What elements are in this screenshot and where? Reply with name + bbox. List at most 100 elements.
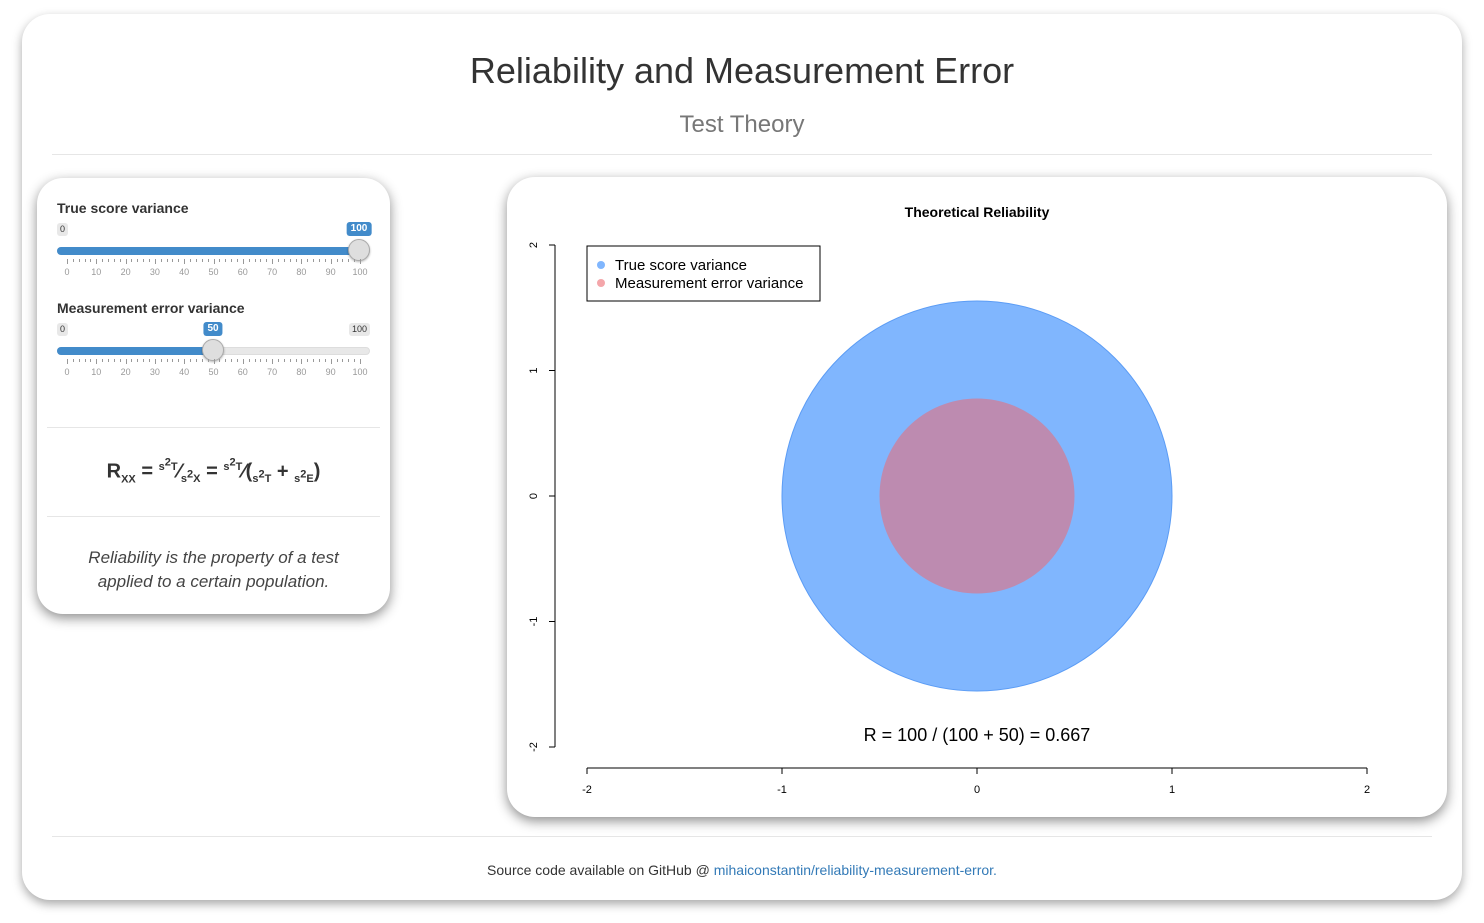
slider-tick <box>108 259 110 262</box>
slider-tick <box>190 259 192 262</box>
legend-box <box>586 245 821 302</box>
slider-tick <box>190 359 192 362</box>
slider-tick-label: 50 <box>208 367 219 377</box>
sidebar-panel: True score variance 0 100 0 10 20 30 40 50 60 7… <box>37 178 390 614</box>
slider-tick <box>301 359 303 364</box>
slider-tick <box>324 359 326 362</box>
slider-tick <box>149 259 151 262</box>
slider-tick <box>213 259 215 264</box>
slider-tick <box>277 259 279 262</box>
slider-ticks: 0 10 20 30 40 50 60 70 80 90 100 <box>64 259 368 279</box>
slider-tick <box>307 359 309 362</box>
slider-tick-label: 0 <box>64 367 70 377</box>
slider-tick-label: 60 <box>237 267 248 277</box>
slider-tick <box>301 259 303 264</box>
footer-text: Source code available on GitHub @ <box>487 862 714 878</box>
slider-tick <box>113 259 115 262</box>
slider-tick <box>295 359 297 362</box>
slider-tick <box>90 359 92 362</box>
slider-tick-label: 10 <box>91 367 102 377</box>
slider-tick <box>342 259 344 262</box>
measurement-error-label: Measurement error variance <box>57 300 245 316</box>
slider-tick <box>266 359 268 362</box>
slider-tick <box>272 359 274 364</box>
slider-tick <box>295 259 297 262</box>
slider-tick <box>354 359 356 362</box>
slider-tick <box>307 259 309 262</box>
slider-min-label: 0 <box>57 223 69 236</box>
slider-tick <box>78 259 80 262</box>
slider-tick-label: 100 <box>352 267 368 277</box>
slider-tick <box>254 259 256 262</box>
x-tick-label: 0 <box>974 784 980 796</box>
slider-tick <box>336 359 338 362</box>
page-subtitle: Test Theory <box>679 111 805 138</box>
slider-tick <box>231 259 233 262</box>
slider-tick <box>172 359 174 362</box>
divider-top <box>52 154 1432 155</box>
slider-tick-label: 100 <box>352 367 368 377</box>
slider-tick <box>289 359 291 362</box>
slider-tick <box>143 259 145 262</box>
slider-tick <box>266 259 268 262</box>
slider-tick <box>254 359 256 362</box>
slider-tick <box>78 359 80 362</box>
legend-marker <box>597 279 605 287</box>
error-circle <box>879 398 1075 594</box>
slider-tick <box>143 359 145 362</box>
slider-tick <box>119 359 121 362</box>
true-score-label: True score variance <box>57 200 189 216</box>
y-tick-label: 2 <box>528 242 540 248</box>
reliability-plot: Theoretical Reliability -2 -1 0 1 2 -2 -1 0 1 2 Tru… <box>528 204 1370 796</box>
slider-tick <box>236 259 238 262</box>
slider-tick <box>260 359 262 362</box>
y-tick-label: 0 <box>528 493 540 499</box>
github-link[interactable]: mihaiconstantin/reliability-measurement-… <box>713 862 997 878</box>
reliability-annotation: R = 100 / (100 + 50) = 0.667 <box>864 725 1091 745</box>
slider-tick <box>242 359 244 364</box>
slider-tick <box>201 359 203 362</box>
slider-value-badge: 100 <box>346 222 372 236</box>
slider-tick <box>72 259 74 262</box>
slider-value-badge: 50 <box>203 322 223 336</box>
slider-tick-label: 70 <box>267 367 278 377</box>
slider-tick <box>131 359 133 362</box>
slider-tick <box>248 259 250 262</box>
slider-tick-label: 80 <box>296 267 307 277</box>
slider-handle[interactable] <box>202 339 224 361</box>
slider-handle[interactable] <box>348 239 370 261</box>
slider-tick <box>102 259 104 262</box>
slider-tick <box>360 259 361 264</box>
slider-tick-label: 90 <box>325 367 336 377</box>
legend-label: Measurement error variance <box>615 275 803 292</box>
slider-tick <box>207 359 209 362</box>
slider-tick <box>67 359 68 364</box>
slider-tick-label: 30 <box>149 267 160 277</box>
slider-tick-label: 40 <box>179 367 190 377</box>
slider-tick <box>283 259 285 262</box>
slider-tick <box>84 359 86 362</box>
slider-tick <box>137 259 139 262</box>
slider-tick <box>260 259 262 262</box>
slider-tick-label: 20 <box>120 367 131 377</box>
divider-bottom <box>52 836 1432 837</box>
slider-tick-label: 50 <box>208 267 219 277</box>
slider-tick <box>336 259 338 262</box>
slider-tick <box>330 359 332 364</box>
slider-tick-label: 70 <box>267 267 278 277</box>
slider-fill <box>57 347 213 355</box>
slider-tick <box>318 359 320 362</box>
slider-tick-label: 40 <box>179 267 190 277</box>
reliability-formula: RXX = s2T⁄s2X = s2T⁄(s2T + s2E) <box>106 456 321 486</box>
x-tick-label: 2 <box>1364 784 1370 796</box>
slider-tick-label: 0 <box>64 267 70 277</box>
slider-tick <box>289 259 291 262</box>
slider-tick <box>166 259 168 262</box>
slider-tick <box>178 259 180 262</box>
slider-tick <box>166 359 168 362</box>
slider-tick <box>313 259 315 262</box>
slider-ticks: 0 10 20 30 40 50 60 70 80 90 100 <box>64 359 368 379</box>
y-tick-label: 1 <box>528 367 540 373</box>
slider-tick <box>108 359 110 362</box>
slider-tick <box>184 259 186 264</box>
